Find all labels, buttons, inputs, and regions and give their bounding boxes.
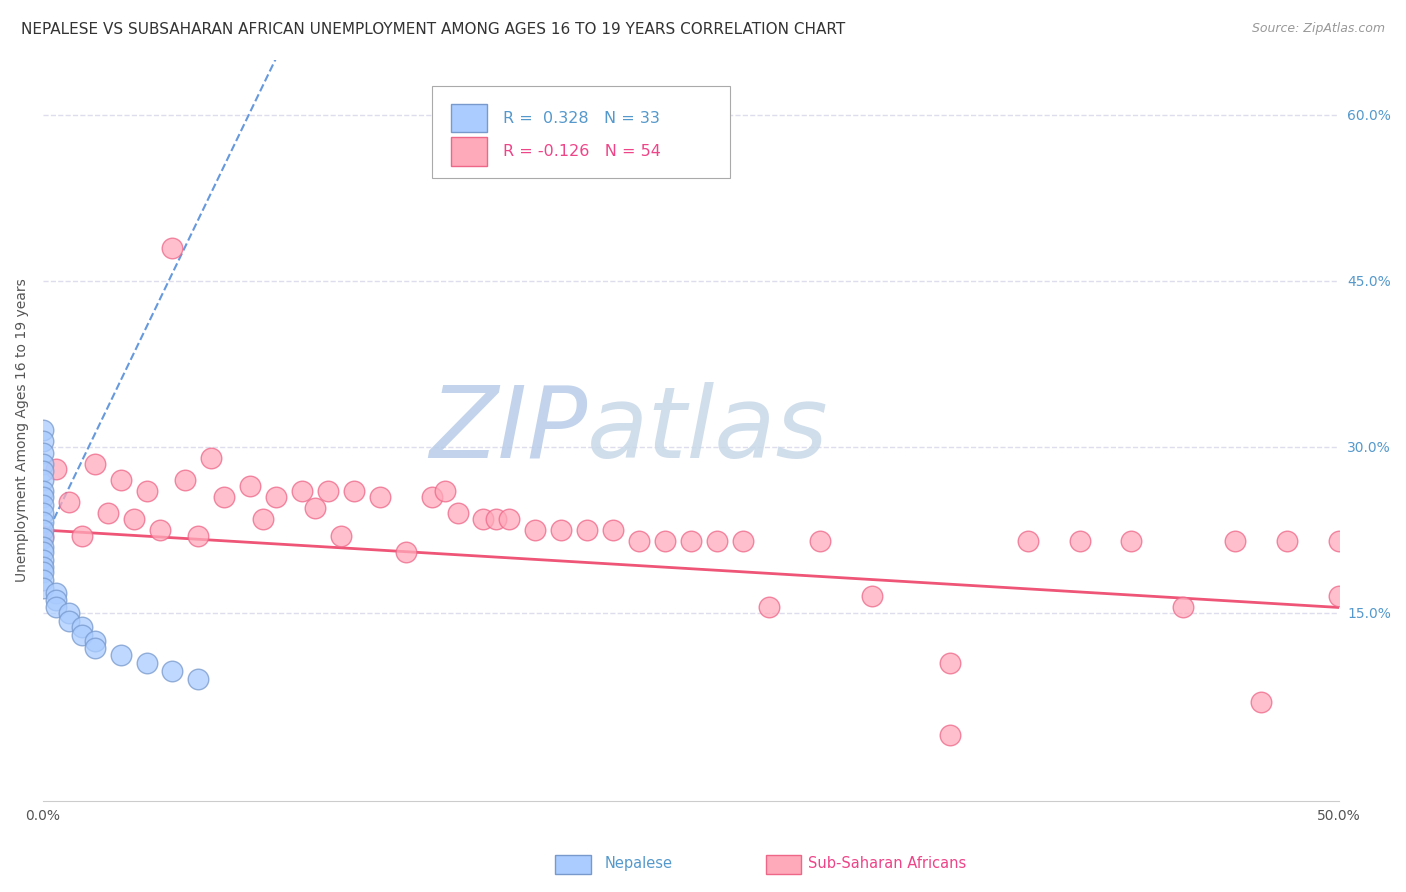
Bar (451, 104, 488, 132)
Point (524, 523, 547, 537)
Point (83, 633, 105, 648)
Point (58, 614, 80, 628)
Point (32, 573, 55, 587)
Point (70, 620, 93, 634)
Point (1121, 534, 1143, 549)
Point (602, 523, 624, 537)
Point (472, 512, 495, 526)
Point (148, 523, 170, 537)
Point (420, 490, 443, 504)
Text: Sub-Saharan Africans: Sub-Saharan Africans (808, 856, 967, 871)
Point (135, 484, 157, 499)
Point (32, 507, 55, 521)
Point (550, 523, 572, 537)
Point (45, 592, 67, 607)
Point (32, 457, 55, 471)
Point (32, 565, 55, 579)
Point (758, 600, 780, 615)
Point (58, 495, 80, 509)
Point (239, 479, 262, 493)
Point (1173, 600, 1195, 615)
FancyBboxPatch shape (432, 86, 730, 178)
Point (1250, 694, 1272, 708)
Point (110, 648, 132, 662)
Point (329, 528, 352, 542)
Point (1223, 534, 1246, 549)
Point (264, 490, 287, 504)
Point (32, 581, 55, 595)
Point (32, 523, 55, 537)
Point (45, 462, 67, 476)
Point (187, 673, 209, 687)
Point (110, 473, 132, 487)
Point (1017, 534, 1039, 549)
Point (214, 490, 236, 504)
Y-axis label: Unemployment Among Ages 16 to 19 years: Unemployment Among Ages 16 to 19 years (15, 278, 30, 582)
Point (32, 490, 55, 504)
Point (498, 512, 520, 526)
Point (135, 656, 157, 670)
Point (32, 434, 55, 449)
Point (343, 484, 366, 499)
Point (1069, 534, 1091, 549)
Point (1327, 590, 1350, 604)
Text: Nepalese: Nepalese (605, 856, 672, 871)
Point (32, 445, 55, 459)
Point (162, 664, 184, 678)
Point (70, 628, 93, 642)
Point (810, 534, 832, 549)
Point (32, 540, 55, 554)
Point (679, 534, 702, 549)
Point (368, 490, 391, 504)
Point (32, 464, 55, 478)
Point (200, 451, 222, 466)
Point (433, 484, 456, 499)
Point (252, 512, 274, 526)
Point (83, 457, 105, 471)
Point (291, 484, 314, 499)
Point (122, 512, 145, 526)
Text: ZIP: ZIP (429, 382, 588, 479)
Bar (451, 137, 488, 166)
Point (860, 590, 883, 604)
Point (174, 473, 197, 487)
Point (45, 586, 67, 600)
Point (939, 728, 962, 742)
Point (70, 528, 93, 542)
Point (32, 545, 55, 559)
Text: atlas: atlas (588, 382, 828, 479)
Point (32, 528, 55, 542)
Point (731, 534, 754, 549)
Point (162, 241, 184, 255)
Point (576, 523, 599, 537)
Point (485, 512, 508, 526)
Text: R = -0.126   N = 54: R = -0.126 N = 54 (503, 144, 661, 159)
Point (654, 534, 676, 549)
Point (32, 473, 55, 487)
Point (446, 507, 468, 521)
Point (32, 515, 55, 529)
Point (83, 641, 105, 656)
Point (32, 531, 55, 545)
Point (1275, 534, 1298, 549)
Point (187, 528, 209, 542)
Point (316, 484, 339, 499)
Point (97, 507, 120, 521)
Point (32, 553, 55, 567)
Point (32, 484, 55, 499)
Point (395, 545, 418, 559)
Point (1327, 534, 1350, 549)
Point (304, 500, 326, 515)
Point (32, 423, 55, 437)
Point (627, 534, 650, 549)
Point (32, 559, 55, 574)
Text: NEPALESE VS SUBSAHARAN AFRICAN UNEMPLOYMENT AMONG AGES 16 TO 19 YEARS CORRELATIO: NEPALESE VS SUBSAHARAN AFRICAN UNEMPLOYM… (21, 22, 845, 37)
Point (706, 534, 728, 549)
Point (939, 656, 962, 670)
Point (58, 606, 80, 620)
Point (45, 600, 67, 615)
Text: Source: ZipAtlas.com: Source: ZipAtlas.com (1251, 22, 1385, 36)
Point (32, 498, 55, 512)
Text: R =  0.328   N = 33: R = 0.328 N = 33 (503, 111, 659, 126)
